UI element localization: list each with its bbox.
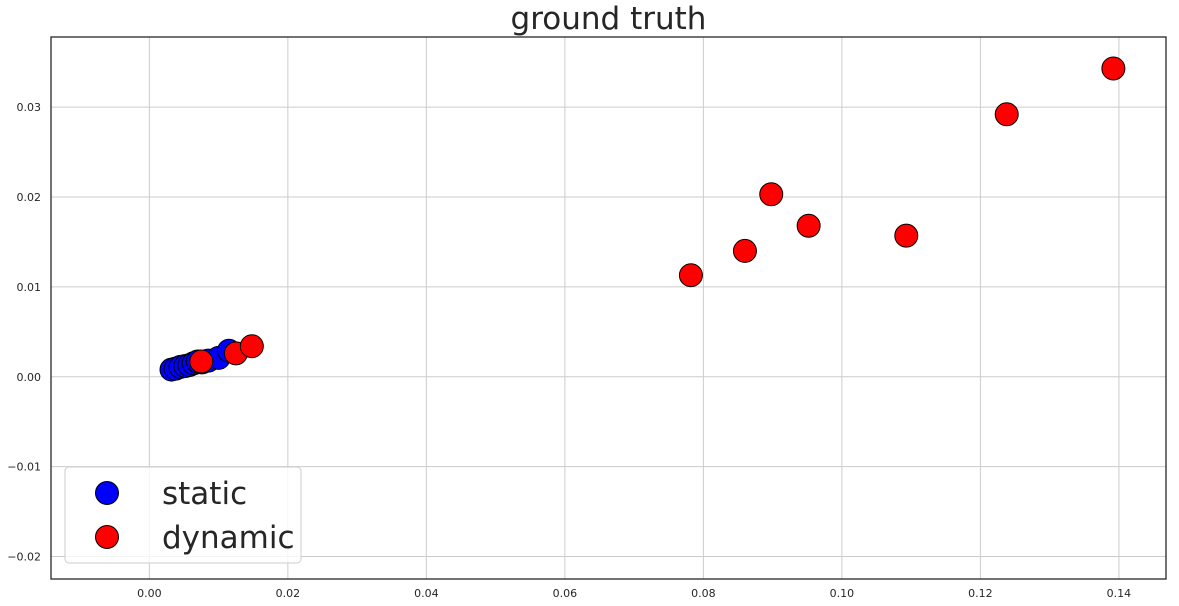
y-tick-label: −0.02 [7, 551, 41, 564]
legend-box [64, 466, 302, 564]
y-tick-label: 0.00 [17, 371, 42, 384]
x-tick-label: 0.00 [137, 587, 162, 600]
y-tick-label: 0.01 [17, 281, 42, 294]
dynamic-point [894, 223, 919, 248]
chart-title: ground truth [510, 1, 707, 37]
dynamic-point [1101, 56, 1126, 81]
legend-label-dynamic: dynamic [162, 520, 295, 556]
x-tick-label: 0.14 [1107, 587, 1132, 600]
dynamic-point [759, 182, 784, 207]
x-tick-label: 0.08 [691, 587, 716, 600]
legend-marker-static [95, 481, 119, 505]
dynamic-point [189, 349, 214, 374]
legend-label-static: static [162, 476, 247, 512]
dynamic-point [994, 102, 1019, 127]
legend-marker-dynamic [95, 525, 119, 549]
dynamic-point [732, 238, 757, 263]
x-tick-label: 0.12 [968, 587, 993, 600]
dynamic-point [239, 334, 264, 359]
x-tick-label: 0.10 [830, 587, 855, 600]
x-tick-label: 0.04 [414, 587, 439, 600]
y-tick-label: 0.03 [17, 101, 42, 114]
y-tick-label: −0.01 [7, 461, 41, 474]
x-tick-label: 0.06 [553, 587, 578, 600]
dynamic-point [796, 213, 821, 238]
y-tick-label: 0.02 [17, 191, 42, 204]
plot-frame [50, 36, 1167, 580]
x-tick-label: 0.02 [276, 587, 301, 600]
tick-labels: 0.00 0.02 0.04 0.06 0.08 0.10 0.12 0.14 −0.02 −0.… [7, 101, 1131, 600]
data-points [159, 56, 1126, 382]
legend: static dynamic [64, 466, 302, 564]
dynamic-point [678, 263, 703, 288]
